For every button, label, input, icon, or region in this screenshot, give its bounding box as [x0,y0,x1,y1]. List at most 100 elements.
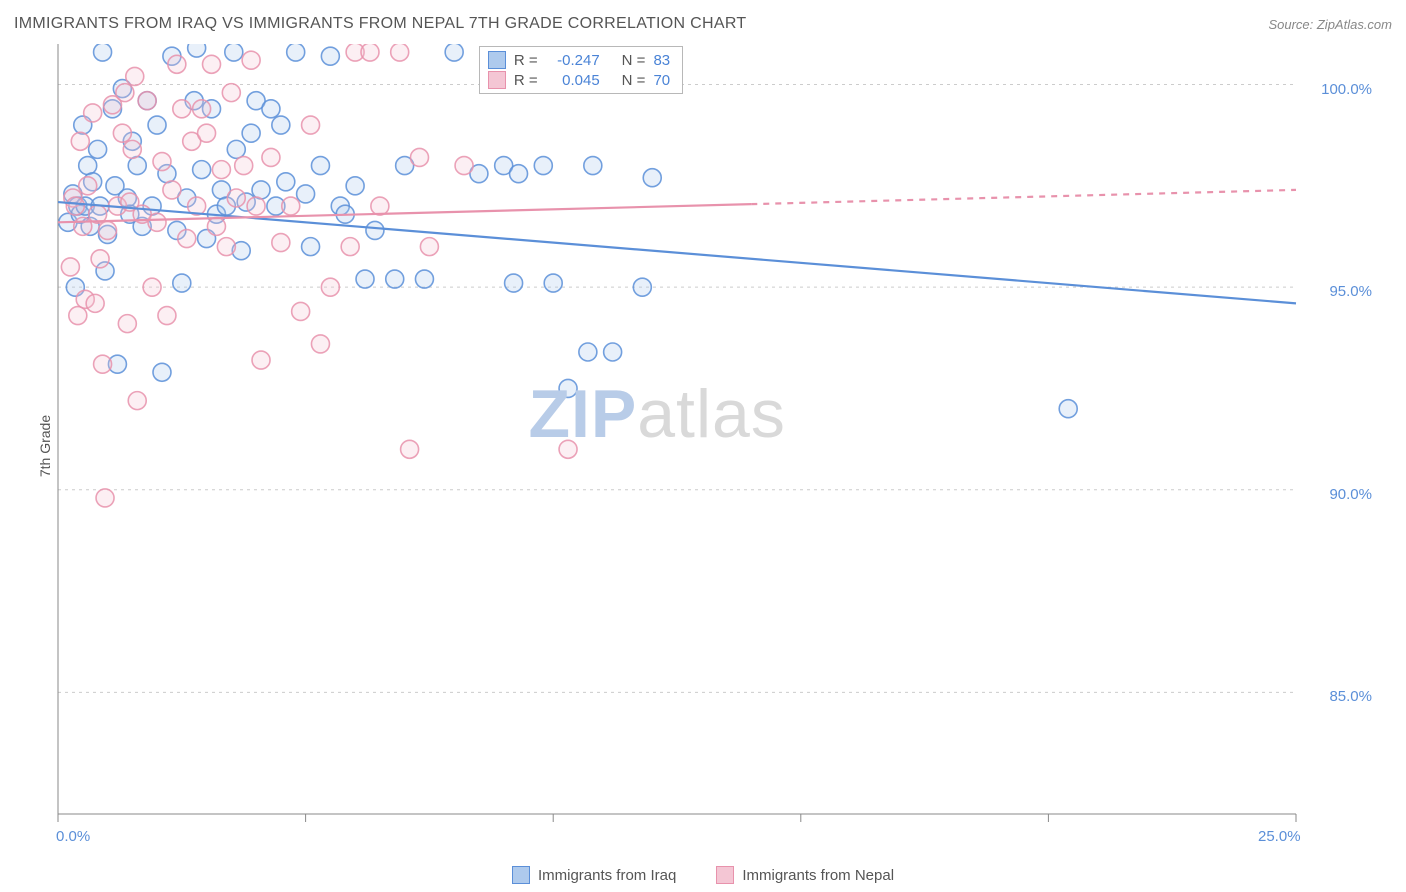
legend-swatch [512,866,530,884]
scatter-point [272,234,290,252]
scatter-point [559,440,577,458]
scatter-point [128,392,146,410]
chart-header: IMMIGRANTS FROM IRAQ VS IMMIGRANTS FROM … [0,0,1406,40]
legend-item: Immigrants from Iraq [512,866,676,884]
scatter-point [366,221,384,239]
scatter-point [69,307,87,325]
n-value: 70 [653,72,670,89]
legend-label: Immigrants from Iraq [538,867,676,884]
scatter-point [173,274,191,292]
legend-bottom: Immigrants from Iraq Immigrants from Nepa… [0,866,1406,884]
scatter-point [163,181,181,199]
scatter-point [193,161,211,179]
scatter-point [252,351,270,369]
r-value: -0.247 [546,52,600,69]
scatter-point [178,230,196,248]
scatter-point [66,197,84,215]
legend-swatch [488,51,506,69]
scatter-point [455,157,473,175]
scatter-point [227,189,245,207]
scatter-point [287,44,305,61]
scatter-point [262,148,280,166]
scatter-point [321,278,339,296]
scatter-point [510,165,528,183]
scatter-point [505,274,523,292]
scatter-point [311,157,329,175]
scatter-point [242,124,260,142]
scatter-point [71,132,89,150]
scatter-point [584,157,602,175]
scatter-point [311,335,329,353]
scatter-point [116,84,134,102]
legend-label: Immigrants from Nepal [742,867,894,884]
scatter-point [153,363,171,381]
scatter-point [148,116,166,134]
legend-stats-row: R = -0.247 N = 83 [488,50,670,70]
scatter-point [84,104,102,122]
scatter-point [148,213,166,231]
scatter-point [212,161,230,179]
n-label: N = [622,52,646,69]
scatter-point [386,270,404,288]
scatter-point [138,92,156,110]
x-tick-label: 25.0% [1258,828,1301,845]
scatter-point [604,343,622,361]
scatter-point [341,238,359,256]
scatter-point [252,181,270,199]
scatter-point [89,140,107,158]
legend-swatch [716,866,734,884]
scatter-point [544,274,562,292]
scatter-point [168,55,186,73]
scatter-point [321,47,339,65]
r-value: 0.045 [546,72,600,89]
scatter-point [242,51,260,69]
chart-area: ZIPatlas0.0%25.0%85.0%90.0%95.0%100.0%R … [48,44,1396,844]
legend-item: Immigrants from Nepal [716,866,894,884]
scatter-point [302,116,320,134]
scatter-point [415,270,433,288]
scatter-point [356,270,374,288]
scatter-point [559,379,577,397]
scatter-point [361,44,379,61]
scatter-point [173,100,191,118]
scatter-point [346,177,364,195]
source-label: Source: ZipAtlas.com [1268,17,1392,32]
scatter-point [128,157,146,175]
scatter-point [86,294,104,312]
n-value: 83 [653,52,670,69]
scatter-point [198,124,216,142]
scatter-point [225,44,243,61]
chart-title: IMMIGRANTS FROM IRAQ VS IMMIGRANTS FROM … [14,15,746,33]
scatter-chart-svg [48,44,1396,844]
scatter-point [94,355,112,373]
scatter-point [118,315,136,333]
scatter-point [643,169,661,187]
scatter-point [272,116,290,134]
r-label: R = [514,52,538,69]
legend-stats: R = -0.247 N = 83R = 0.045 N = 70 [479,46,683,94]
scatter-point [262,100,280,118]
scatter-point [188,44,206,57]
n-label: N = [622,72,646,89]
scatter-point [534,157,552,175]
scatter-point [292,302,310,320]
trend-line [58,204,751,222]
scatter-point [113,124,131,142]
trend-line-dashed [751,190,1296,204]
scatter-point [1059,400,1077,418]
scatter-point [143,278,161,296]
y-tick-label: 95.0% [1329,283,1372,300]
scatter-point [193,100,211,118]
y-tick-label: 100.0% [1321,81,1372,98]
scatter-point [401,440,419,458]
scatter-point [420,238,438,256]
scatter-point [579,343,597,361]
scatter-point [297,185,315,203]
scatter-point [99,221,117,239]
scatter-point [126,67,144,85]
legend-swatch [488,71,506,89]
scatter-point [410,148,428,166]
scatter-point [282,197,300,215]
scatter-point [74,217,92,235]
scatter-point [207,217,225,235]
